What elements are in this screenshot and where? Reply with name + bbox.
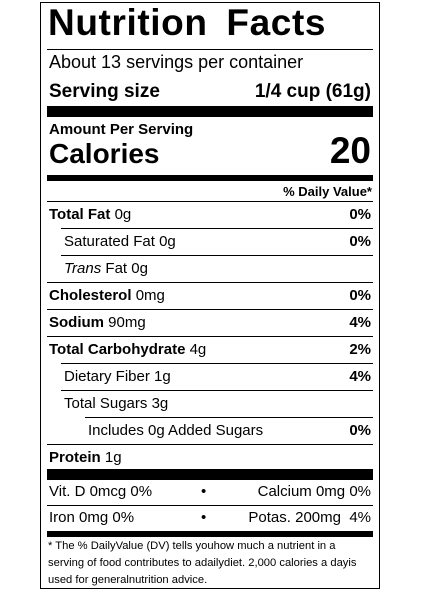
- nutrient-row-saturated-fat: Saturated Fat 0g 0%: [47, 229, 373, 255]
- nutrient-dv: 4%: [349, 368, 371, 385]
- nutrient-amount: 3g: [151, 395, 169, 412]
- nutrient-row-added-sugars: Includes 0g Added Sugars 0%: [47, 418, 373, 444]
- nutrient-name: Sodium: [49, 314, 104, 331]
- nutrient-amount: 1g: [154, 368, 171, 385]
- vitamin-row: Iron 0mg 0% • Potas. 200mg 4%: [47, 506, 373, 532]
- thick-divider: [47, 469, 373, 480]
- nutrient-amount: 0g: [114, 206, 132, 223]
- servings-per-container: About 13 servings per container: [49, 52, 304, 72]
- nutrient-name: Protein: [49, 449, 101, 466]
- nutrient-dv: 0%: [349, 233, 371, 250]
- nutrient-row-total-fat: Total Fat 0g 0%: [47, 202, 373, 228]
- nutrient-amount: 0g: [131, 260, 148, 277]
- divider: [61, 390, 373, 391]
- divider: [47, 201, 373, 202]
- nutrient-amount: 1g: [104, 449, 122, 466]
- footnote: * The % DailyValue (DV) tells youhow muc…: [48, 540, 357, 586]
- nutrient-row-dietary-fiber: Dietary Fiber 1g 4%: [47, 364, 373, 390]
- divider: [47, 49, 373, 50]
- nutrient-amount: 4g: [189, 341, 207, 358]
- thick-divider: [47, 106, 373, 117]
- medium-divider: [47, 531, 373, 537]
- nutrient-dv: 0%: [349, 206, 371, 223]
- nutrient-dv: 4%: [349, 314, 371, 331]
- nutrient-row-total-carbohydrate: Total Carbohydrate 4g 2%: [47, 337, 373, 363]
- nutrient-row-protein: Protein 1g: [47, 445, 373, 471]
- vitamin-right: Potas. 200mg 4%: [248, 509, 371, 526]
- vitamin-right: Calcium 0mg 0%: [257, 483, 371, 500]
- nutrient-row-total-sugars: Total Sugars 3g: [47, 391, 373, 417]
- divider: [47, 336, 373, 337]
- divider: [61, 363, 373, 364]
- nutrient-name: Total Carbohydrate: [49, 341, 186, 358]
- amount-per-serving: Amount Per Serving: [49, 121, 194, 138]
- daily-value-header: % Daily Value*: [283, 184, 372, 199]
- nutrient-name: Dietary Fiber: [64, 368, 150, 385]
- divider: [61, 228, 373, 229]
- nutrient-name: Cholesterol: [49, 287, 132, 304]
- nutrient-amount: 90mg: [108, 314, 146, 331]
- nutrient-row-sodium: Sodium 90mg 4%: [47, 310, 373, 336]
- nutrient-dv: 0%: [349, 422, 371, 439]
- nutrient-name: Includes 0g Added Sugars: [88, 422, 264, 439]
- calories-value: 20: [329, 130, 371, 171]
- vitamin-row: Vit. D 0mcg 0% • Calcium 0mg 0%: [47, 480, 373, 506]
- divider: [47, 444, 373, 445]
- nutrient-name: Total Sugars: [64, 395, 148, 412]
- divider: [47, 309, 373, 310]
- serving-size-value: 1/4 cup (61g): [254, 81, 371, 102]
- nutrient-dv: 2%: [349, 341, 371, 358]
- divider: [61, 255, 373, 256]
- divider: [47, 282, 373, 283]
- nutrient-name: Trans: [64, 260, 102, 277]
- medium-divider: [47, 175, 373, 181]
- nutrient-row-cholesterol: Cholesterol 0mg 0%: [47, 283, 373, 309]
- label-title: Nutrition Facts: [48, 2, 327, 43]
- divider: [85, 417, 373, 418]
- nutrition-facts-label: Nutrition Facts About 13 servings per co…: [40, 2, 380, 589]
- nutrient-name: Total Fat: [49, 206, 111, 223]
- bullet-separator: •: [201, 483, 207, 500]
- serving-size-label: Serving size: [49, 81, 160, 102]
- nutrient-row-trans-fat: Trans Fat 0g: [47, 256, 373, 282]
- nutrient-amount: 0g: [159, 233, 176, 250]
- nutrient-name-rest: Fat: [105, 260, 128, 277]
- bullet-separator: •: [201, 509, 207, 526]
- divider: [47, 505, 373, 506]
- vitamin-left: Iron 0mg 0%: [49, 509, 135, 526]
- nutrient-dv: 0%: [349, 287, 371, 304]
- nutrient-name: Saturated Fat: [64, 233, 155, 250]
- vitamin-left: Vit. D 0mcg 0%: [49, 483, 153, 500]
- calories-label: Calories: [49, 138, 160, 169]
- nutrient-amount: 0mg: [135, 287, 165, 304]
